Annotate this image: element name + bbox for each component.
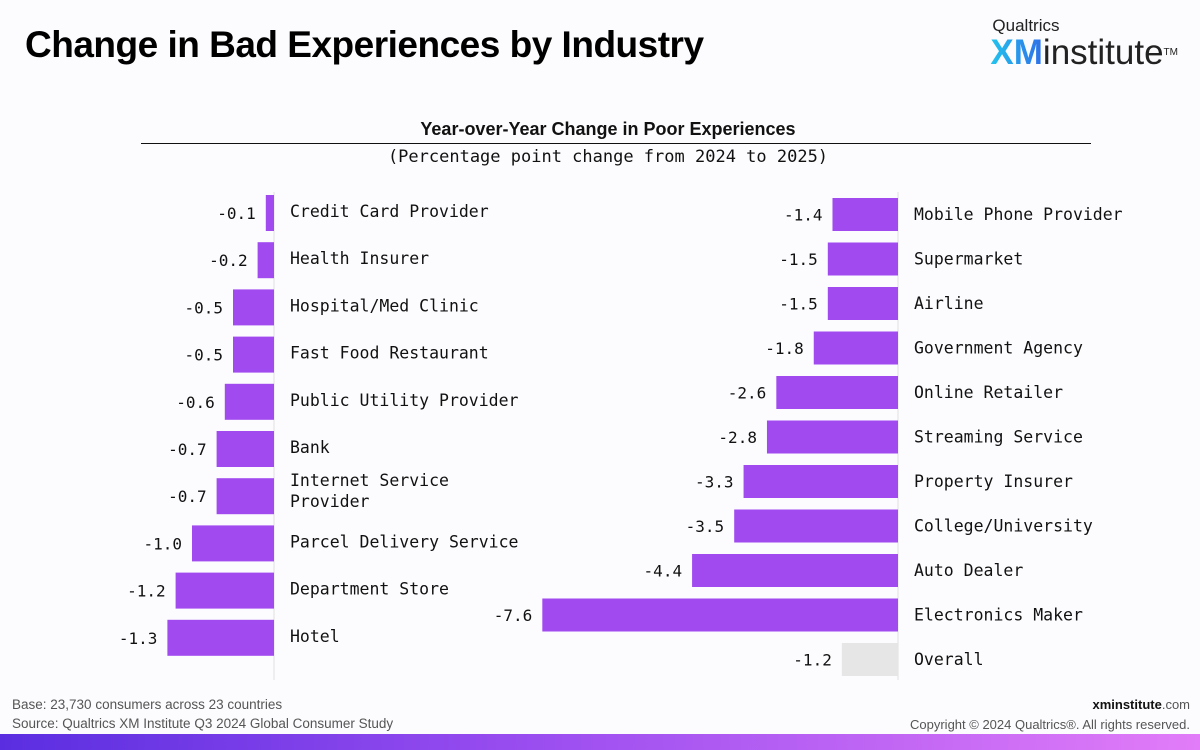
bar-overall: [841, 643, 898, 676]
data-label: -0.1: [217, 204, 256, 223]
bar-mobile-phone-provider: [832, 198, 898, 231]
bar-credit-card-provider: [265, 195, 274, 231]
chart-subtitle: (Percentage point change from 2024 to 20…: [387, 147, 829, 167]
category-label: Hospital/Med Clinic: [290, 296, 479, 315]
data-label: -1.3: [119, 629, 158, 648]
bar-hospital-med-clinic: [233, 289, 274, 326]
bar-auto-dealer: [692, 554, 898, 587]
footer-copyright: Copyright © 2024 Qualtrics®. All rights …: [910, 717, 1190, 732]
bar-bank: [216, 431, 274, 467]
data-label: -0.7: [168, 440, 207, 459]
footer-base: Base: 23,730 consumers across 23 countri…: [12, 697, 283, 712]
category-label: Department Store: [290, 580, 449, 599]
data-label: -0.7: [168, 487, 207, 506]
chart-title-divider: [141, 143, 1091, 144]
bar-streaming-service: [766, 420, 898, 454]
category-label: Property Insurer: [914, 472, 1073, 491]
category-label: Mobile Phone Provider: [914, 205, 1123, 224]
category-label: Streaming Service: [914, 428, 1083, 447]
logo-institute-text: institute: [1042, 33, 1164, 72]
category-label: Public Utility Provider: [290, 391, 519, 410]
footer-site-link[interactable]: xminstitute.com: [1092, 697, 1190, 712]
data-label: -1.8: [765, 339, 804, 358]
category-label: Overall: [914, 650, 984, 669]
data-label: -1.5: [779, 250, 818, 269]
data-label: -1.4: [784, 206, 823, 225]
data-label: -2.8: [718, 428, 757, 447]
bar-department-store: [175, 572, 274, 609]
bar-internet-service-provider: [216, 478, 274, 515]
gradient-footer-bar: [0, 734, 1200, 750]
category-label: Hotel: [290, 627, 340, 646]
footer-source: Source: Qualtrics XM Institute Q3 2024 G…: [12, 716, 394, 731]
bar-online-retailer: [776, 376, 898, 409]
data-label: -1.2: [793, 651, 832, 670]
data-label: -4.4: [644, 562, 683, 581]
category-label: Supermarket: [914, 250, 1023, 269]
data-label: -2.6: [728, 384, 767, 403]
data-label: -0.5: [184, 298, 223, 317]
bar-fast-food-restaurant: [233, 336, 274, 373]
bar-electronics-maker: [542, 598, 898, 632]
category-label: Auto Dealer: [914, 561, 1023, 580]
logo-xm-text: XM: [990, 33, 1043, 72]
data-label: -7.6: [494, 606, 533, 625]
chart-title: Year-over-Year Change in Poor Experience…: [420, 119, 796, 139]
bar-college-university: [734, 509, 898, 543]
category-label: Bank: [290, 438, 330, 457]
data-label: -1.5: [779, 295, 818, 314]
logo-qualtrics-text: Qualtrics: [992, 16, 1060, 35]
footer-notes: Base: 23,730 consumers across 23 countri…: [12, 695, 393, 733]
bar-supermarket: [827, 242, 898, 276]
category-label: Parcel Delivery Service: [290, 532, 518, 551]
category-label: Online Retailer: [914, 383, 1063, 402]
data-label: -3.5: [686, 517, 725, 536]
bar-government-agency: [813, 331, 898, 365]
category-label: Government Agency: [914, 339, 1083, 358]
logo-trademark: TM: [1163, 47, 1178, 58]
data-label: -3.3: [695, 473, 734, 492]
category-label: Internet Service Provider: [290, 471, 449, 511]
bar-hotel: [167, 619, 274, 656]
footer-credits: xminstitute.com Copyright © 2024 Qualtri…: [910, 695, 1190, 735]
bar-property-insurer: [743, 465, 898, 498]
category-label: Electronics Maker: [914, 606, 1083, 625]
data-label: -0.6: [176, 393, 215, 412]
data-label: -1.2: [127, 582, 166, 601]
category-label: Fast Food Restaurant: [290, 344, 489, 363]
bar-airline: [827, 287, 898, 320]
page-title: Change in Bad Experiences by Industry: [25, 24, 704, 65]
category-label: College/University: [914, 517, 1093, 536]
bar-parcel-delivery-service: [192, 525, 274, 562]
category-label: Health Insurer: [290, 249, 429, 268]
category-label: Airline: [914, 294, 984, 313]
data-label: -0.5: [184, 346, 223, 365]
bar-health-insurer: [257, 242, 274, 279]
bar-public-utility-provider: [224, 383, 274, 420]
category-label: Credit Card Provider: [290, 202, 489, 221]
data-label: -0.2: [209, 251, 248, 270]
data-label: -1.0: [143, 534, 182, 553]
xm-institute-logo: Qualtrics XMinstituteTM: [990, 16, 1178, 70]
